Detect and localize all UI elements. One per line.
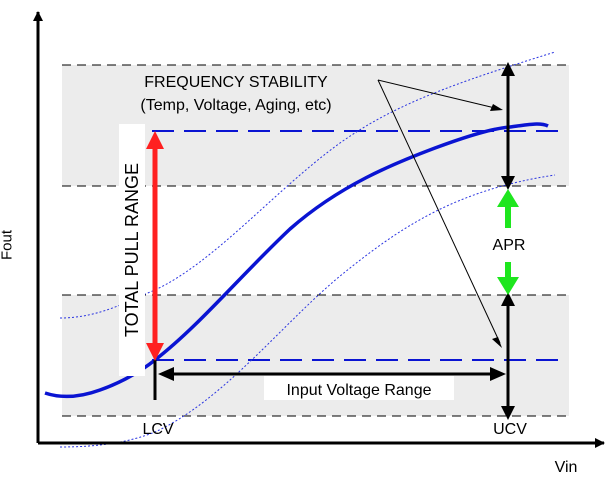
- frequency-stability-subtitle: (Temp, Voltage, Aging, etc): [140, 97, 331, 114]
- callout-line-lower: [377, 79, 501, 344]
- upper-stability-arrowhead-top: [501, 62, 515, 76]
- apr-label: APR: [493, 237, 526, 254]
- apr-label-bg: [487, 228, 531, 260]
- lower-stability-arrowhead-bottom: [501, 406, 515, 420]
- input-range-label-bg: [264, 376, 454, 400]
- upper-stability-arrowhead-bottom: [501, 176, 515, 190]
- input-voltage-range-label: Input Voltage Range: [286, 382, 431, 399]
- total-pull-range-arrow: [146, 131, 164, 361]
- pull-range-arrowhead-bottom: [146, 343, 164, 361]
- frequency-stability-title: FREQUENCY STABILITY: [144, 74, 328, 91]
- upper-stability-band: [62, 65, 569, 186]
- callout-arrowhead-upper: [490, 104, 503, 111]
- lower-stability-arrowhead-top: [501, 292, 515, 306]
- total-pull-range-label: TOTAL PULL RANGE: [122, 163, 142, 337]
- apr-arrowhead-up: [497, 189, 519, 207]
- ucv-label: UCV: [493, 421, 527, 438]
- apr-arrows: [497, 189, 519, 295]
- input-range-arrowhead-right: [490, 367, 506, 381]
- vcxo-transfer-curve: [44, 122, 549, 399]
- lower-tolerance-curve: [59, 174, 556, 448]
- pull-range-label-bg: [119, 124, 145, 376]
- callout-line-upper: [377, 79, 496, 109]
- apr-arrowhead-down: [497, 277, 519, 295]
- x-axis-label: Vin: [555, 459, 578, 476]
- callout-arrowhead-lower: [492, 337, 502, 348]
- lcv-label: LCV: [142, 421, 173, 438]
- y-axis-label: Fout: [0, 229, 16, 260]
- pull-range-arrowhead-top: [146, 131, 164, 149]
- input-voltage-range-arrow: [158, 367, 506, 381]
- input-range-arrowhead-left: [158, 367, 174, 381]
